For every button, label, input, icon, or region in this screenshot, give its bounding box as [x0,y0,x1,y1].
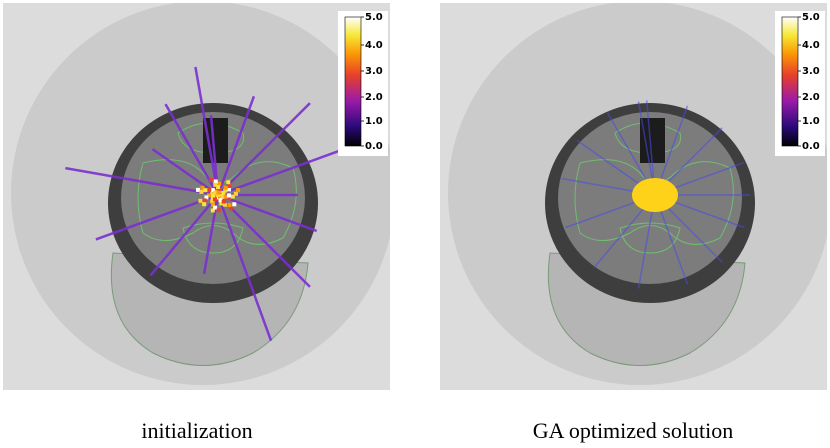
dose-voxel [236,188,241,193]
dose-voxel [211,193,216,198]
dose-voxel [207,193,212,198]
caption: GA optimized solution [533,418,733,443]
dose-voxel [227,183,232,188]
dose-voxel [217,181,222,186]
dose-voxel [202,202,207,207]
dose-region [632,178,678,212]
colorbar-label: 5.0 [365,12,383,23]
dose-voxel [199,189,204,194]
beam [164,103,220,196]
dose-voxel [216,185,221,190]
dose-voxel [221,199,226,204]
dose-voxel [210,196,215,201]
dose-voxel [210,199,215,204]
dose-voxel [210,202,215,207]
dose-voxel [228,206,233,211]
dose-voxel [226,193,231,198]
dose-voxel [198,198,203,203]
nasal-cavity [640,118,665,163]
dose-voxel [202,198,207,203]
scan [440,3,827,390]
colorbar-label: 2.0 [365,92,383,103]
dose-voxel [223,188,228,193]
dose-voxel [227,203,232,208]
dose-voxel [217,187,222,192]
beam [194,66,220,196]
dose-voxel [212,197,217,202]
dose-voxel [223,194,228,199]
colorbar-label: 4.0 [365,40,383,51]
dose-voxel [221,190,226,195]
dose-voxel [227,196,232,201]
colorbar-label: 3.0 [802,66,820,77]
scan [3,3,390,390]
dose-voxel [213,190,218,195]
panel: 5.0 4.0 3.0 2.0 1.0 0.0 [3,3,390,390]
dose-voxel [213,179,218,184]
colorbar-label: 1.0 [365,116,383,127]
caption: initialization [141,418,252,443]
colorbar-label: 1.0 [802,116,820,127]
dose-voxel [220,194,225,199]
dose-voxel [216,190,221,195]
panel: 5.0 4.0 3.0 2.0 1.0 0.0 [440,3,827,390]
dose-voxel [213,182,218,187]
colorbar-label: 5.0 [802,12,820,23]
dose-voxel [210,188,215,193]
dose-voxel [232,202,237,207]
dose-voxel [207,187,212,192]
colorbar-label: 0.0 [365,141,383,152]
colorbar-label: 0.0 [802,141,820,152]
beam [216,194,273,342]
colorbar-label: 2.0 [802,92,820,103]
dose-voxel [213,205,218,210]
beam [65,166,219,197]
dose-voxel [200,185,205,190]
dose-voxel [233,191,238,196]
dose-voxel [216,196,221,201]
dose-voxel [226,187,231,192]
beam [217,102,311,196]
dose-voxel [195,187,200,192]
beam [217,194,311,288]
colorbar [781,16,799,147]
beam [95,193,219,241]
dose-voxel [216,208,221,213]
dose-voxel [230,194,235,199]
dose-voxel [219,201,224,206]
colorbar-label: 3.0 [365,66,383,77]
colorbar-label: 4.0 [802,40,820,51]
dose-voxel [204,195,209,200]
colorbar [344,16,362,147]
dose-voxel [222,202,227,207]
dose-voxel [209,177,214,182]
dose-voxel [210,208,215,213]
dose-voxel [203,188,208,193]
dose-voxel [218,198,223,203]
beam [217,193,318,233]
beam [216,95,256,196]
beam [149,194,219,277]
dose-voxel [216,193,220,197]
beam [151,148,219,197]
dose-voxel [223,185,228,190]
dose-voxel [226,180,231,185]
